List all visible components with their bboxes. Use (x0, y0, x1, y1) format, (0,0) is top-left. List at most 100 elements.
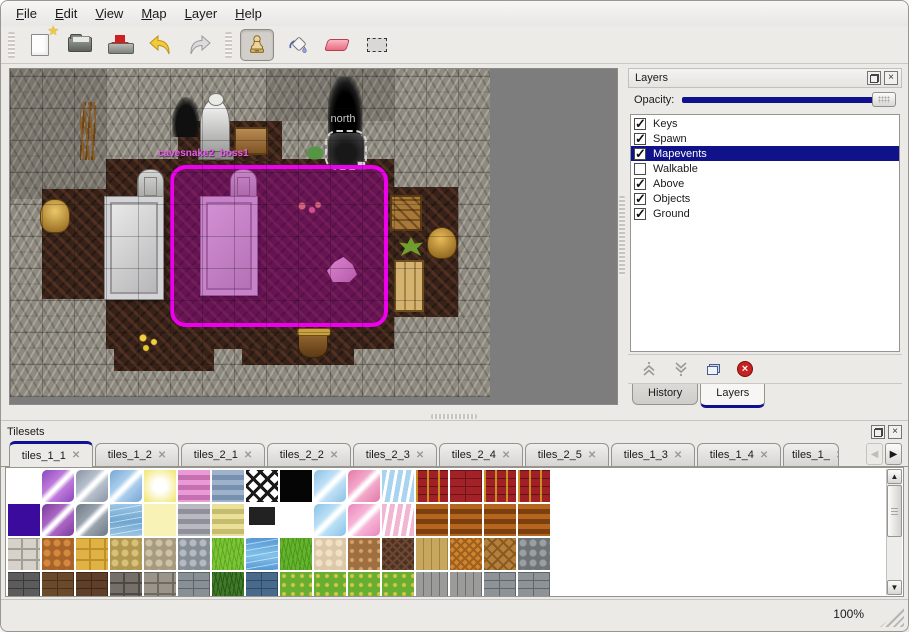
close-tab-icon[interactable]: ✕ (673, 449, 683, 461)
redo-button[interactable] (183, 29, 217, 61)
layer-visibility-checkbox[interactable] (634, 206, 646, 222)
float-panel-button[interactable] (867, 71, 881, 85)
palette-tile[interactable] (110, 470, 142, 502)
palette-tile[interactable] (416, 504, 448, 536)
palette-tile[interactable] (178, 470, 210, 502)
palette-tile[interactable] (144, 504, 176, 536)
palette-tile[interactable] (484, 572, 516, 596)
layer-row-ground[interactable]: Ground (631, 206, 899, 222)
map-canvas[interactable]: north cavesnake2_boss1 (9, 68, 618, 405)
palette-tile[interactable] (518, 470, 550, 502)
move-layer-up-button[interactable] (636, 357, 662, 381)
tileset-tab-tiles_1_4[interactable]: tiles_1_4 ✕ (697, 443, 781, 466)
palette-tile[interactable] (484, 470, 516, 502)
close-tab-icon[interactable]: ✕ (587, 449, 597, 461)
opacity-slider[interactable] (682, 92, 896, 107)
menu-layer[interactable]: Layer (184, 6, 218, 21)
palette-tile[interactable] (314, 470, 346, 502)
layer-visibility-checkbox[interactable] (634, 116, 646, 132)
tileset-tab-tiles_1_3[interactable]: tiles_1_3 ✕ (611, 443, 695, 466)
palette-tile[interactable] (518, 504, 550, 536)
scroll-tabs-right-button[interactable]: ▶ (885, 443, 902, 465)
close-tab-icon[interactable]: ✕ (759, 449, 769, 461)
palette-tile[interactable] (382, 538, 414, 570)
open-map-button[interactable] (63, 29, 97, 61)
close-tab-icon[interactable]: ✕ (157, 449, 167, 461)
layer-row-objects[interactable]: Objects (631, 191, 899, 207)
tileset-tab-tiles_1_[interactable]: tiles_1_ ✕ (783, 443, 839, 466)
menu-help[interactable]: Help (235, 6, 262, 21)
layer-visibility-checkbox[interactable] (634, 131, 646, 147)
palette-tile[interactable] (450, 470, 482, 502)
palette-tile[interactable] (8, 504, 40, 536)
palette-tile[interactable] (76, 538, 108, 570)
palette-tile[interactable] (212, 572, 244, 596)
layer-row-mapevents[interactable]: Mapevents (631, 146, 899, 162)
palette-tile[interactable] (110, 538, 142, 570)
palette-tile[interactable] (280, 470, 312, 502)
menu-view[interactable]: View (95, 6, 124, 21)
close-panel-button[interactable]: × (884, 71, 898, 85)
save-map-button[interactable] (103, 29, 137, 61)
close-tab-icon[interactable]: ✕ (836, 450, 838, 461)
palette-tile[interactable] (42, 470, 74, 502)
palette-tile[interactable] (110, 572, 142, 596)
palette-tile[interactable] (178, 504, 210, 536)
tileset-tab-tiles_1_1[interactable]: tiles_1_1 ✕ (9, 441, 93, 467)
palette-tile[interactable] (76, 572, 108, 596)
palette-scrollbar[interactable]: ▲ ▼ (886, 469, 902, 595)
new-map-button[interactable] (23, 23, 59, 61)
fill-tool-button[interactable] (280, 29, 314, 61)
tileset-tab-tiles_2_4[interactable]: tiles_2_4 ✕ (439, 443, 523, 466)
palette-tile[interactable] (314, 538, 346, 570)
close-tab-icon[interactable]: ✕ (415, 449, 425, 461)
palette-tile[interactable] (348, 470, 380, 502)
layer-visibility-checkbox[interactable] (634, 191, 646, 207)
palette-tile[interactable] (280, 572, 312, 596)
tile-palette[interactable]: ▲ ▼ (5, 467, 904, 597)
menu-edit[interactable]: Edit (54, 6, 78, 21)
palette-tile[interactable] (314, 572, 346, 596)
palette-tile[interactable] (8, 470, 40, 502)
palette-tile[interactable] (178, 538, 210, 570)
opacity-slider-handle[interactable] (872, 92, 896, 107)
dock-tab-layers[interactable]: Layers (700, 384, 766, 408)
palette-tile[interactable] (382, 470, 414, 502)
palette-tile[interactable] (314, 504, 346, 536)
palette-tile[interactable] (76, 504, 108, 536)
palette-tile[interactable] (42, 572, 74, 596)
palette-tile[interactable] (348, 572, 380, 596)
map-view[interactable]: north cavesnake2_boss1 (10, 69, 490, 397)
palette-tile[interactable] (144, 538, 176, 570)
palette-tile[interactable] (42, 538, 74, 570)
delete-layer-button[interactable]: × (732, 357, 758, 381)
stamp-tool-button[interactable] (240, 28, 274, 61)
palette-tile[interactable] (518, 572, 550, 596)
palette-tile[interactable] (450, 572, 482, 596)
palette-tile[interactable] (178, 572, 210, 596)
palette-tile[interactable] (280, 504, 312, 536)
palette-tile[interactable] (416, 470, 448, 502)
layer-row-walkable[interactable]: Walkable (631, 161, 899, 176)
palette-tile[interactable] (212, 470, 244, 502)
close-tab-icon[interactable]: ✕ (329, 449, 339, 461)
splitter-grip-icon[interactable] (431, 414, 477, 419)
palette-tile[interactable] (212, 538, 244, 570)
palette-tile[interactable] (484, 504, 516, 536)
scroll-up-button[interactable]: ▲ (887, 469, 902, 484)
palette-tile[interactable] (246, 572, 278, 596)
palette-tile[interactable] (416, 538, 448, 570)
palette-tile[interactable] (348, 504, 380, 536)
scroll-down-button[interactable]: ▼ (887, 580, 902, 595)
palette-tile[interactable] (382, 504, 414, 536)
palette-tile[interactable] (212, 504, 244, 536)
palette-tile[interactable] (144, 572, 176, 596)
tileset-tab-tiles_2_3[interactable]: tiles_2_3 ✕ (353, 443, 437, 466)
palette-tile[interactable] (8, 572, 40, 596)
toolbar-grip[interactable] (8, 31, 15, 58)
dock-tab-history[interactable]: History (632, 384, 699, 405)
window-resize-grip[interactable] (880, 607, 904, 627)
palette-tile[interactable] (8, 538, 40, 570)
menu-file[interactable]: File (16, 6, 37, 21)
duplicate-layer-button[interactable] (700, 357, 726, 381)
